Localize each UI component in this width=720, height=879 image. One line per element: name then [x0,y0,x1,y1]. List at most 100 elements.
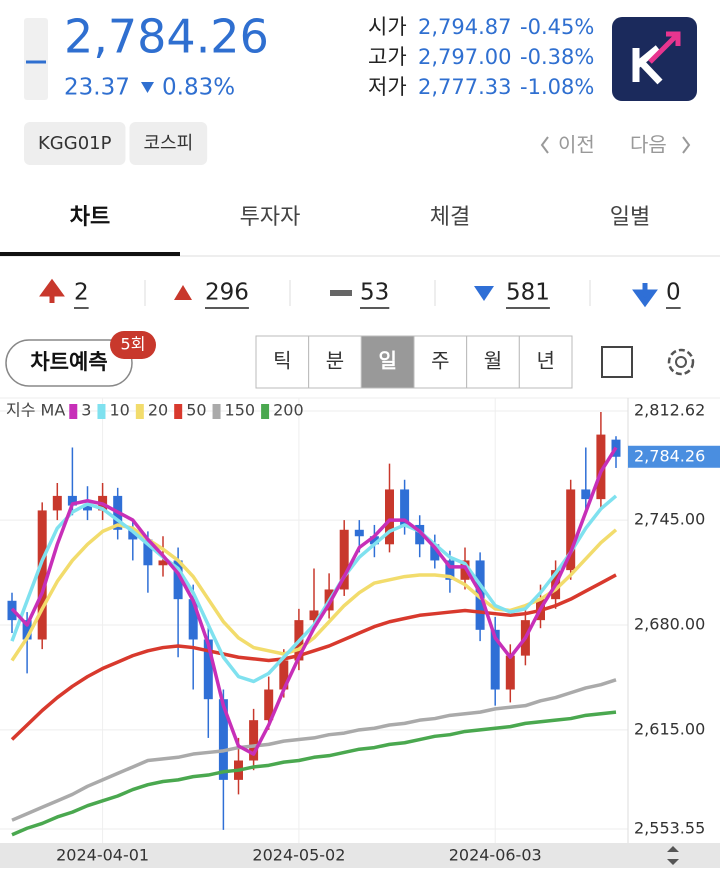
settings-button[interactable] [667,348,695,376]
legend-label: 150 [225,401,256,420]
candle-body [596,434,606,500]
candle-body [52,495,62,511]
stat-pct: -0.45% [520,15,594,39]
tab[interactable]: 차트 [70,205,110,230]
period-cell[interactable] [308,335,362,389]
limit-up-icon [39,278,65,303]
chart: 2,812.62 2,745.00 2,680.00 2,615.00 2,553.55… [0,398,720,868]
candle-body [385,489,394,545]
candle-body [173,560,183,600]
scroll-icon [667,846,679,865]
period-cell[interactable] [466,335,520,389]
candle-body [143,539,153,566]
mini-gauge [24,18,48,100]
stat-value: 2,797.00 [418,45,512,69]
period-label[interactable]: 틱 [273,349,291,373]
tab-underline [0,252,180,256]
stat-pct: -1.08% [520,75,594,99]
y-tick-label: 2,812.62 [634,401,705,420]
legend-swatch [69,404,78,419]
down-count-icon [474,286,494,301]
gear-hub[interactable] [675,356,687,368]
period-label[interactable]: 일 [378,349,396,373]
limit-down-icon [632,283,658,308]
period-label[interactable]: 월 [484,349,502,373]
breadth-count: 581 [506,280,550,306]
stat-label: 고가 [368,45,407,69]
badge-label[interactable]: KGG01P [38,133,112,154]
legend-label: 50 [186,401,206,420]
badge[interactable] [24,122,126,165]
candle-body [566,489,576,571]
candle-body [83,505,92,511]
last-price-tag [628,445,720,468]
period-cell[interactable] [360,335,415,389]
ma-line [11,710,617,837]
candle-body [249,720,259,761]
legend-swatch [212,404,221,419]
y-tick-label: 2,553.55 [634,818,705,837]
candle-body [279,660,289,690]
prev[interactable]: 이전 [558,133,595,157]
date-band [0,843,720,868]
period-label[interactable]: 년 [536,349,554,373]
period-cell[interactable] [413,335,468,389]
candle-body [581,489,591,500]
logo-arrow [648,31,681,64]
candle-body [369,536,379,545]
next[interactable]: 다음 [630,133,667,157]
change: 23.37 [64,75,130,101]
x-tick-label: 2024-04-01 [56,846,149,865]
ma-line [11,678,617,822]
y-tick-label: 2,745.00 [634,510,705,529]
tab[interactable]: 체결 [430,205,470,230]
stat-pct: -0.38% [520,45,594,69]
candle-body [339,529,349,590]
legend-swatch [97,404,106,419]
candle-body [415,524,425,545]
candle-body [505,655,515,690]
candle-body [218,699,228,780]
stat-label: 시가 [368,15,407,39]
badge-label[interactable]: 코스피 [143,133,193,154]
stat-value: 2,794.87 [418,15,512,39]
next-icon [682,136,691,154]
badge[interactable] [129,122,208,165]
stats: 시가 2,794.87 -0.45% 고가 2,797.00 -0.38% 저가 2,777.… [368,15,594,99]
badges: KGG01P 코스피 [24,122,208,165]
candle-body [203,639,213,700]
predict-badge [110,331,156,359]
predict-label[interactable]: 차트예측 [30,350,107,374]
stat-label: 저가 [368,75,407,99]
predict-button[interactable] [5,339,133,387]
tab[interactable]: 일별 [610,205,650,230]
candle-body [490,629,500,690]
breadth-count: 0 [666,280,681,306]
legend-label: 200 [273,401,304,420]
ma-line [10,573,617,741]
candle-body [264,689,274,721]
candle-body [37,510,47,640]
down-icon [141,82,154,93]
ma-line [10,523,618,662]
candle-body [158,560,168,566]
x-tick-label: 2024-06-03 [449,846,542,865]
fullscreen-button[interactable] [601,346,633,378]
candle-body [22,620,32,640]
gear[interactable] [667,348,695,376]
legend-label: 20 [148,401,168,420]
candle-body [67,495,77,506]
period-cell[interactable] [255,335,310,389]
period-label[interactable]: 분 [326,349,344,373]
last-price-label: 2,784.26 [634,446,705,465]
period-cell[interactable] [518,335,573,389]
tab[interactable]: 투자자 [240,205,301,230]
candle-body [354,529,364,537]
legend-title: 지수 MA [6,401,65,420]
logo-k [632,45,663,85]
period-label[interactable]: 주 [431,349,449,373]
x-tick-label: 2024-05-02 [252,846,345,865]
candle-body [309,610,319,621]
